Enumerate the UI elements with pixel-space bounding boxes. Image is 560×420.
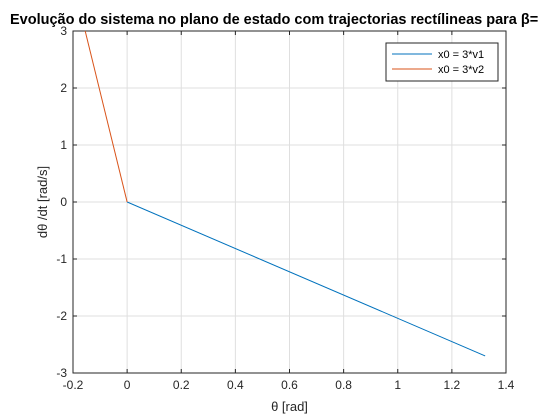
y-tick-label: -2 <box>56 309 67 323</box>
legend: x0 = 3*v1 x0 = 3*v2 <box>385 42 499 82</box>
legend-box <box>385 42 499 82</box>
axis-ticks: -0.2 0 0.2 0.4 0.6 0.8 1 1.2 1.4 -3 -2 -1 0 1 2 3 <box>56 24 514 392</box>
legend-label: x0 = 3*v2 <box>438 64 484 76</box>
series-line <box>84 30 128 203</box>
y-tick-label: -1 <box>56 252 67 266</box>
x-axis-label: θ [rad] <box>271 399 308 414</box>
x-tick-label: 0.6 <box>281 378 298 392</box>
x-tick-label: 0.4 <box>227 378 244 392</box>
x-tick-label: 0.2 <box>173 378 190 392</box>
y-tick-label: 1 <box>60 138 67 152</box>
x-tick-label: -0.2 <box>63 378 84 392</box>
x-tick-label: 0.8 <box>335 378 352 392</box>
x-tick-label: 1.2 <box>444 378 461 392</box>
y-tick-label: 3 <box>60 24 67 38</box>
y-axis-label: dθ /dt [rad/s] <box>35 166 50 238</box>
y-tick-label: 0 <box>60 195 67 209</box>
chart-title: Evolução do sistema no plano de estado c… <box>10 12 538 28</box>
y-tick-label: -3 <box>56 366 67 380</box>
series-lines <box>84 30 486 357</box>
legend-label: x0 = 3*v1 <box>438 49 484 61</box>
x-tick-label: 1 <box>394 378 401 392</box>
x-tick-label: 0 <box>124 378 131 392</box>
x-tick-label: 1.4 <box>498 378 515 392</box>
y-tick-label: 2 <box>60 81 67 95</box>
grid-lines <box>72 30 507 374</box>
series-line <box>126 201 486 357</box>
